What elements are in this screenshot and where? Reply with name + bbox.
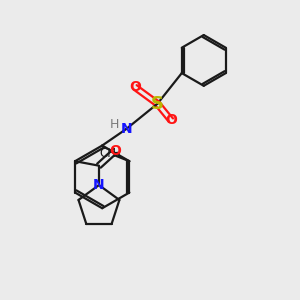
Text: N: N — [120, 122, 132, 136]
Text: O: O — [129, 80, 141, 94]
Text: O: O — [165, 113, 177, 127]
Text: N: N — [93, 178, 105, 192]
Text: S: S — [151, 95, 164, 113]
Text: CH₃: CH₃ — [99, 147, 121, 160]
Text: O: O — [110, 144, 121, 158]
Text: H: H — [110, 118, 119, 131]
